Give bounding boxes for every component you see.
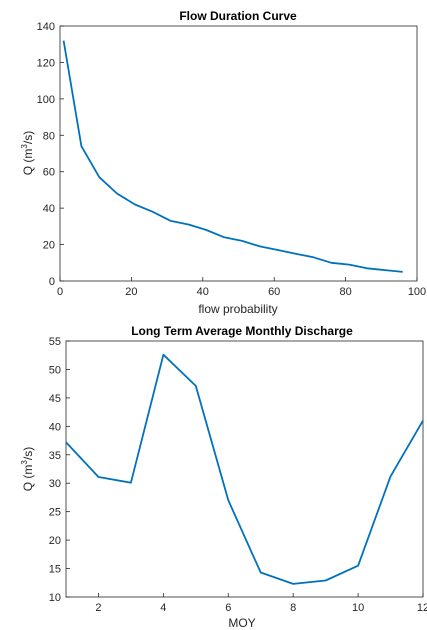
monthly-discharge-y-tick-label: 55 xyxy=(49,336,61,348)
monthly-discharge-y-axis-label: Q (m3/s) xyxy=(20,447,35,491)
monthly-discharge-x-tick-label: 2 xyxy=(95,602,101,614)
monthly-discharge-chart: Long Term Average Monthly Discharge MOY … xyxy=(20,324,427,630)
flow-duration-x-tick-label: 40 xyxy=(197,286,209,298)
flow-duration-x-tick-label: 60 xyxy=(268,286,280,298)
flow-duration-chart: Flow Duration Curve flow probability Q (… xyxy=(20,9,426,316)
monthly-discharge-y-tick-label: 20 xyxy=(49,535,61,547)
flow-duration-series xyxy=(62,40,403,273)
monthly-discharge-x-axis-label: MOY xyxy=(228,616,255,630)
monthly-discharge-title: Long Term Average Monthly Discharge xyxy=(131,324,353,338)
flow-duration-y-tick-label: 20 xyxy=(43,240,55,252)
flow-duration-y-tick-label: 40 xyxy=(43,203,55,215)
monthly-discharge-plot-area xyxy=(65,340,424,598)
monthly-discharge-x-tick-label: 4 xyxy=(160,602,166,614)
flow-duration-y-tick-label: 120 xyxy=(37,57,55,69)
monthly-discharge-x-tick-label: 10 xyxy=(352,602,364,614)
flow-duration-x-tick-label: 20 xyxy=(125,286,137,298)
flow-duration-series-line xyxy=(62,40,403,273)
flow-duration-ticks: 0 20 40 60 80 100 0 20 40 60 80 100 120 140 xyxy=(37,21,427,298)
monthly-discharge-ticks: 2 4 6 8 10 12 10 15 20 25 30 35 40 45 50 55 xyxy=(49,336,427,614)
monthly-discharge-series-line xyxy=(65,353,424,585)
monthly-discharge-x-tick-label: 8 xyxy=(290,602,296,614)
flow-duration-x-axis-label: flow probability xyxy=(198,302,277,316)
flow-duration-y-tick-label: 140 xyxy=(37,21,55,33)
flow-duration-x-tick-label: 80 xyxy=(339,286,351,298)
monthly-discharge-y-tick-label: 40 xyxy=(49,421,61,433)
monthly-discharge-x-tick-label: 6 xyxy=(225,602,231,614)
flow-duration-y-tick-label: 60 xyxy=(43,167,55,179)
flow-duration-y-axis-label: Q (m3/s) xyxy=(20,131,35,175)
monthly-discharge-x-tick-label: 12 xyxy=(417,602,427,614)
monthly-discharge-y-tick-label: 25 xyxy=(49,507,61,519)
monthly-discharge-y-tick-label: 35 xyxy=(49,450,61,462)
flow-duration-plot-area xyxy=(59,25,418,282)
monthly-discharge-y-tick-label: 10 xyxy=(49,592,61,604)
flow-duration-y-tick-label: 100 xyxy=(37,94,55,106)
monthly-discharge-y-tick-label: 30 xyxy=(49,478,61,490)
flow-duration-y-tick-label: 0 xyxy=(49,276,55,288)
flow-duration-x-tick-label: 0 xyxy=(57,286,63,298)
monthly-discharge-y-tick-label: 45 xyxy=(49,393,61,405)
monthly-discharge-y-tick-label: 50 xyxy=(49,364,61,376)
flow-duration-title: Flow Duration Curve xyxy=(179,9,297,23)
flow-duration-y-tick-label: 80 xyxy=(43,130,55,142)
monthly-discharge-y-tick-label: 15 xyxy=(49,564,61,576)
flow-duration-x-tick-label: 100 xyxy=(408,286,426,298)
monthly-discharge-series xyxy=(65,353,424,585)
